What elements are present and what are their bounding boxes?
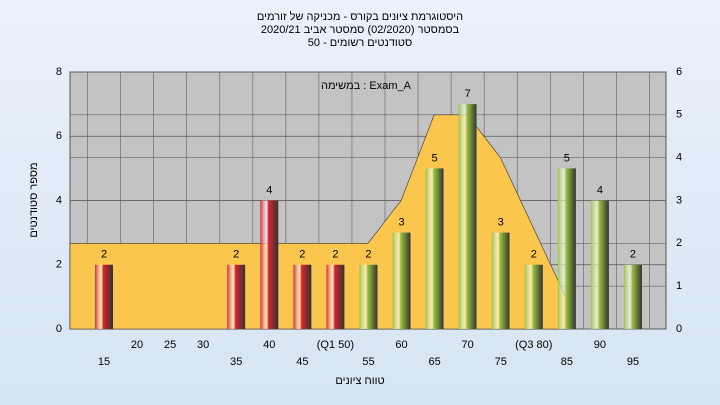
bar [359,264,378,329]
value-label: 7 [465,88,471,100]
value-label: 2 [299,249,305,261]
value-label: 3 [398,217,404,229]
y2-tick-label: 0 [676,323,682,335]
y2-tick-label: 2 [676,237,682,249]
value-label: 4 [266,184,272,196]
x-tick-label: 90 [594,339,606,351]
bar [260,200,279,329]
x-tick-label: 75 [495,356,507,368]
bar [293,264,312,329]
value-label: 5 [564,152,570,164]
x-tick-label: 20 [131,339,143,351]
value-label: 3 [498,217,504,229]
x-axis-label: טווח ציונים [335,375,384,387]
bar [491,232,510,329]
y-tick-label: 4 [56,194,62,206]
y-tick-label: 2 [56,259,62,271]
bar [227,264,246,329]
title-line: סטודנטים רשומים - 50 [308,37,412,49]
bar [392,232,411,329]
value-label: 2 [531,249,537,261]
x-tick-label: (Q1 50) [317,339,354,351]
y-tick-label: 6 [56,130,62,142]
value-label: 2 [365,249,371,261]
x-tick-label: 70 [462,339,474,351]
bar [95,264,113,329]
value-label: 2 [630,249,636,261]
x-tick-label: 65 [428,356,440,368]
x-tick-label: 35 [230,356,242,368]
bar [590,200,609,329]
x-tick-label: 85 [561,356,573,368]
bar [557,168,576,329]
bar [458,104,477,329]
title-line: בסמסטר (02/2020) סמסטר אביב 2020/21 [261,24,460,36]
value-label: 4 [597,184,603,196]
y-tick-label: 8 [56,66,62,78]
y2-tick-label: 6 [676,66,682,78]
x-tick-label: (Q3 80) [515,339,552,351]
bar [524,264,543,329]
x-tick-label: 60 [395,339,407,351]
x-tick-label: 55 [362,356,374,368]
y2-tick-label: 3 [676,194,682,206]
bar [425,168,444,329]
y2-tick-label: 1 [676,280,682,292]
y2-tick-label: 4 [676,152,682,164]
annotation: במשימה : Exam_A [321,80,412,92]
x-tick-label: 25 [164,339,176,351]
y-tick-label: 0 [56,323,62,335]
x-tick-label: 30 [197,339,209,351]
bar [326,264,345,329]
x-tick-label: 95 [627,356,639,368]
y-axis-label: מספר סטודנטים [28,162,40,237]
y2-tick-label: 5 [676,109,682,121]
value-label: 2 [101,249,107,261]
x-tick-label: 45 [296,356,308,368]
value-label: 5 [432,152,438,164]
x-tick-label: 15 [98,356,110,368]
value-label: 2 [332,249,338,261]
x-tick-label: 40 [263,339,275,351]
bar [623,264,642,329]
title-line: היסטוגרמת ציונים בקורס - מכניקה של זורמי… [257,10,463,23]
value-label: 2 [233,249,239,261]
